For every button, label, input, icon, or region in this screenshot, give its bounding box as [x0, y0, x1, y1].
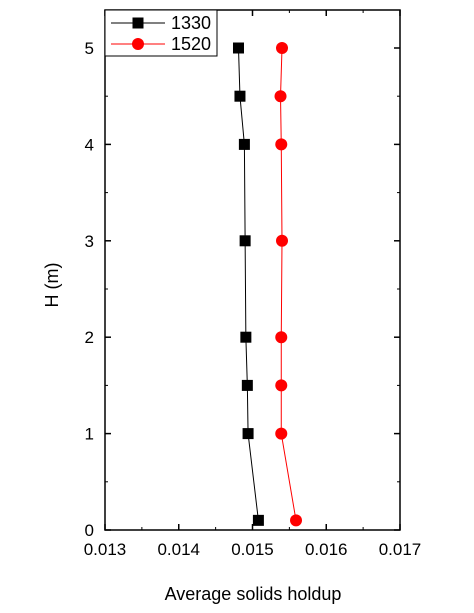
y-tick-label: 4 [85, 135, 94, 154]
legend-item: 1330 [111, 13, 211, 33]
y-tick-label: 1 [85, 425, 94, 444]
plot-frame-layer [104, 9, 401, 531]
x-tick-label: 0.013 [84, 540, 127, 559]
legend-box [104, 9, 218, 57]
y-tick-label: 5 [85, 39, 94, 58]
data-point-circle [275, 138, 288, 151]
series-line [280, 47, 297, 521]
y-axis-title: H (m) [42, 263, 62, 308]
legend-marker-square [132, 17, 144, 29]
y-tick-label: 3 [85, 232, 94, 251]
x-tick-label: 0.015 [231, 540, 274, 559]
legend-label: 1520 [171, 34, 211, 54]
x-tick-label: 0.017 [379, 540, 422, 559]
legend-label: 1330 [171, 13, 211, 33]
data-point-square [242, 428, 254, 440]
data-point-square [252, 514, 264, 526]
data-point-square [239, 235, 251, 247]
x-axis-title: Average solids holdup [165, 584, 342, 604]
data-point-circle [290, 514, 303, 527]
plot-frame [104, 9, 401, 531]
series-1330 [232, 42, 264, 526]
data-point-circle [274, 90, 287, 103]
y-tick-label: 0 [85, 521, 94, 540]
series-1520 [274, 42, 303, 527]
data-point-circle [275, 427, 288, 440]
series-line [237, 47, 259, 521]
legend-marker-circle [132, 38, 144, 50]
data-point-square [240, 331, 252, 343]
data-point-circle [275, 379, 288, 392]
data-point-square [241, 379, 253, 391]
data-point-square [238, 138, 250, 150]
x-tick-label: 0.014 [157, 540, 200, 559]
data-point-circle [276, 234, 288, 247]
data-point-square [232, 42, 244, 54]
series-layer [232, 42, 303, 527]
y-tick-label: 2 [85, 328, 94, 347]
data-point-circle [276, 42, 288, 54]
x-tick-label: 0.016 [305, 540, 348, 559]
data-point-square [234, 90, 246, 102]
ticks-layer: 0.013 0.014 0.015 0.016 0.017 0 1 2 3 4 5 [84, 10, 422, 559]
data-point-circle [275, 331, 288, 344]
legend-item: 1520 [111, 34, 211, 54]
